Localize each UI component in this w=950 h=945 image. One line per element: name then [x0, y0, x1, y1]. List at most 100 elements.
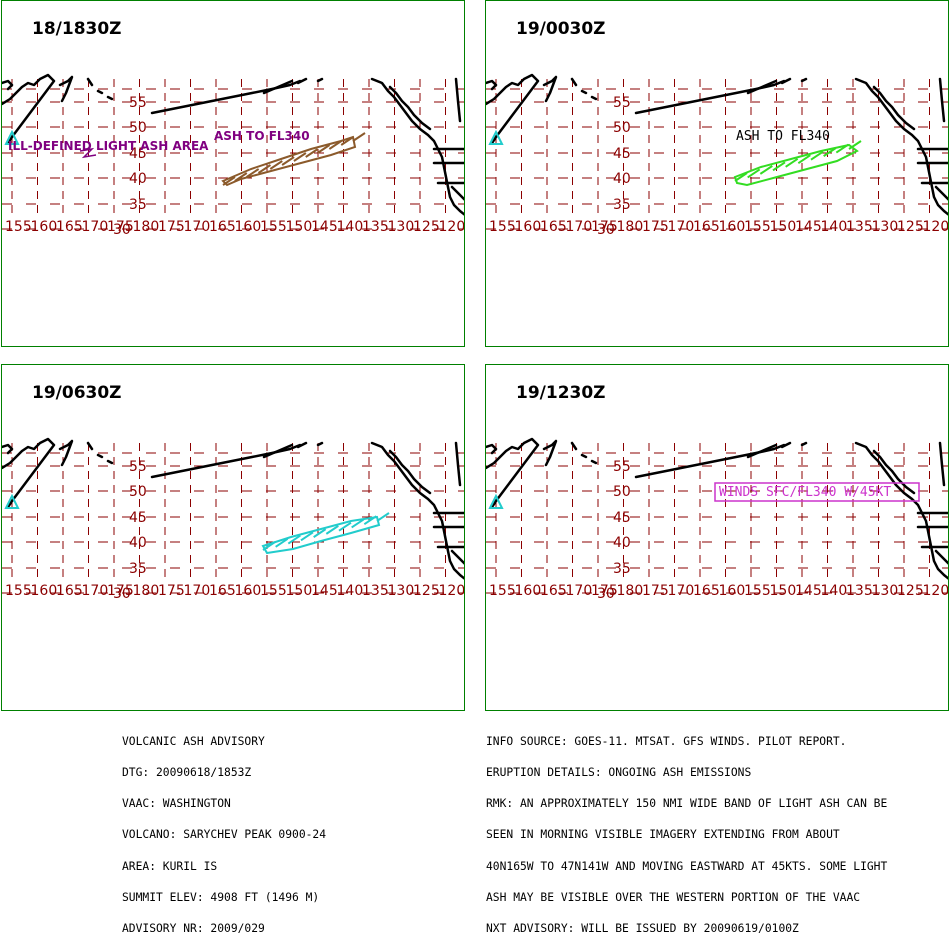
latitude-label: 35 [129, 561, 147, 577]
longitude-label: 150 [286, 583, 313, 599]
latitude-label: 30 [597, 222, 615, 238]
coastline [486, 73, 540, 145]
longitude-label: 180 [617, 583, 644, 599]
ash-hatch [759, 165, 773, 175]
coastline [150, 79, 302, 115]
coastline [432, 147, 464, 201]
latitude-label: 45 [129, 510, 147, 526]
longitude-label: 165 [693, 583, 720, 599]
latitude-label: 55 [129, 95, 147, 111]
longitude-label: 135 [846, 583, 873, 599]
coastline [454, 441, 462, 487]
longitude-label: 155 [5, 583, 32, 599]
ash-hatch [281, 156, 295, 166]
longitude-label: 120 [439, 583, 466, 599]
ash-hatch [785, 157, 799, 168]
longitude-label: 175 [591, 583, 618, 599]
ash-hatch [257, 164, 272, 174]
longitude-label: 130 [388, 219, 415, 235]
longitude-label: 175 [107, 219, 134, 235]
longitude-label: 145 [311, 219, 338, 235]
longitude-label: 155 [489, 219, 516, 235]
longitude-label: 160 [235, 219, 262, 235]
latitude-label: 30 [113, 222, 131, 238]
advisory-line: SEEN IN MORNING VISIBLE IMAGERY EXTENDIN… [486, 828, 840, 842]
longitude-label: 165 [540, 583, 567, 599]
latitude-labels: 55 50 45 40 35 30 [597, 95, 631, 238]
latitude-label: 35 [613, 561, 631, 577]
panel-time: 19/0630Z [32, 383, 122, 403]
coastline [800, 77, 808, 83]
longitude-label: 120 [923, 219, 950, 235]
longitude-label: 165 [693, 219, 720, 235]
volcano-marker-icon [488, 129, 504, 145]
coastline [486, 437, 540, 509]
advisory-line: SUMMIT ELEV: 4908 FT (1496 M) [122, 890, 320, 904]
coastline [454, 77, 462, 123]
advisory-line: VOLCANIC ASH ADVISORY [122, 734, 265, 748]
longitude-label: 125 [413, 219, 440, 235]
ash-hatch [340, 136, 354, 146]
advisory-line: VOLCANO: SARYCHEV PEAK 0900-24 [122, 828, 327, 842]
coastline [58, 75, 74, 103]
advisory-line: INFO SOURCE: GOES-11. MTSAT. GFS WINDS. … [486, 734, 847, 748]
coastlines [486, 73, 948, 216]
longitude-labels: 1551601651701751801751701651601551501451… [5, 219, 466, 235]
longitude-label: 140 [337, 219, 364, 235]
ash-polygon [221, 135, 357, 187]
longitude-label: 125 [897, 583, 924, 599]
longitude-label: 145 [795, 219, 822, 235]
ash-hatch [772, 161, 786, 172]
coastline [388, 85, 432, 131]
longitude-label: 175 [107, 583, 134, 599]
map-panel-1: 155 160 165 170 175 180 175 170 165 160 155 150 145 1… [1, 0, 465, 347]
longitude-label: 170 [668, 219, 695, 235]
coastline [916, 511, 948, 565]
longitude-label: 155 [744, 583, 771, 599]
map-annotation-label: ASH TO FL340 [736, 129, 830, 144]
longitude-label: 170 [184, 219, 211, 235]
map-annotation-label: ILL-DEFINED LIGHT ASH AREA [8, 139, 209, 153]
ash-hatch [797, 154, 811, 165]
map-panel-2: 155 160 165 170 175 180 175 170 165 160 155 150 145 1… [485, 0, 949, 347]
ash-hatch [376, 512, 390, 522]
latitude-label: 55 [613, 459, 631, 475]
longitude-label: 135 [362, 583, 389, 599]
ash-hatch [246, 168, 260, 178]
longitude-label: 145 [795, 583, 822, 599]
longitude-label: 130 [872, 219, 899, 235]
latitude-labels: 55 50 45 40 35 30 [113, 95, 147, 238]
map-svg: 1551601651701751801751701651601551501451… [2, 437, 466, 602]
coastline [86, 441, 114, 465]
latitude-label: 35 [613, 197, 631, 213]
light-ash-marker [79, 147, 97, 159]
longitude-label: 150 [770, 219, 797, 235]
ash-hatch [747, 168, 761, 179]
ash-area [261, 512, 390, 555]
longitude-label: 155 [260, 219, 287, 235]
panel-time: 19/1230Z [516, 383, 606, 403]
longitude-label: 120 [439, 219, 466, 235]
ash-hatch [300, 531, 314, 542]
advisory-details-block: INFO SOURCE: GOES-11. MTSAT. GFS WINDS. … [486, 716, 887, 945]
coastline [938, 77, 946, 123]
coastline [800, 441, 808, 447]
coastline [746, 441, 792, 459]
coastline [316, 441, 324, 447]
ash-hatch [222, 176, 236, 186]
advisory-line: ERUPTION DETAILS: ONGOING ASH EMISSIONS [486, 766, 752, 780]
advisory-line: ASH MAY BE VISIBLE OVER THE WESTERN PORT… [486, 890, 861, 904]
ash-hatch [810, 150, 824, 161]
coastline [432, 511, 464, 565]
ash-hatch [352, 132, 366, 142]
longitude-label: 175 [158, 219, 185, 235]
coastline [2, 443, 14, 455]
longitude-label: 155 [260, 583, 287, 599]
map-annotation-label: WINDS SFC/FL340 W/45KT [719, 485, 891, 500]
coastline [938, 441, 946, 487]
ash-hatch [269, 160, 283, 170]
advisory-line: ADVISORY NR: 2009/029 [122, 922, 265, 936]
advisory-line: AREA: KURIL IS [122, 859, 218, 873]
ash-hatch [351, 518, 365, 529]
coastline [370, 441, 464, 580]
